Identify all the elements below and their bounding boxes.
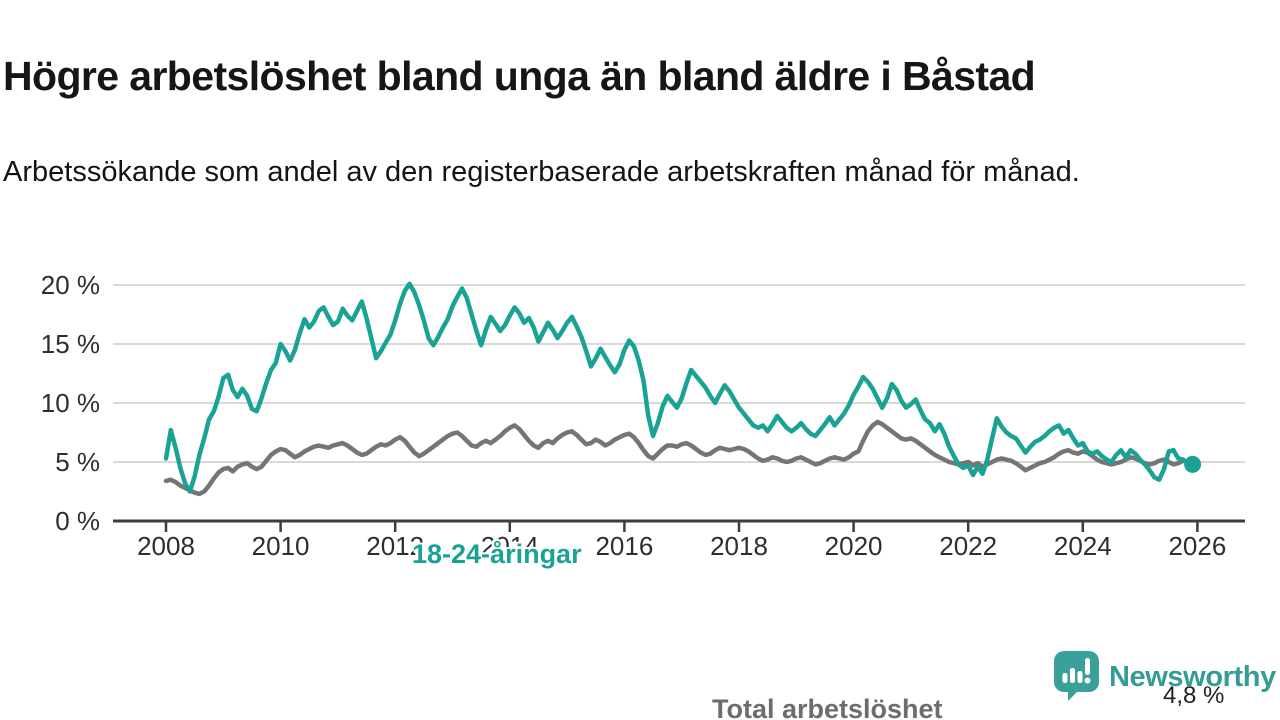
x-axis-tick-label: 2014 <box>481 531 539 561</box>
chart-subtitle: Arbetssökande som andel av den registerb… <box>3 156 1080 188</box>
y-axis-tick-label: 5 % <box>55 447 100 477</box>
y-axis-tick-label: 10 % <box>41 388 100 418</box>
y-axis-tick-label: 15 % <box>41 329 100 359</box>
newsworthy-wordmark: Newsworthy <box>1109 660 1276 693</box>
series-label-young: 18-24-åringar <box>412 539 582 569</box>
chart-plot-area: 0 % 5 % 10 % 15 % 20 % 2008 2010 2012 2014 2016 20… <box>41 270 1245 561</box>
x-axis-tick-label: 2012 <box>366 531 424 561</box>
series-endpoint-dot <box>1184 455 1202 473</box>
x-axis-tick-label: 2018 <box>710 531 768 561</box>
series-line-total <box>163 419 1195 497</box>
x-axis-tick-label: 2026 <box>1168 531 1226 561</box>
x-axis-tick-label: 2010 <box>252 531 310 561</box>
page-title: Högre arbetslöshet bland unga än bland ä… <box>3 53 1036 100</box>
newsworthy-logo: Newsworthy <box>1054 651 1276 701</box>
y-axis-tick-label: 20 % <box>41 270 100 300</box>
x-axis-tick-label: 2008 <box>137 531 195 561</box>
x-axis-tick-label: 2024 <box>1054 531 1112 561</box>
y-axis-tick-label: 0 % <box>55 506 100 536</box>
series-label-total: Total arbetslöshet <box>712 694 943 720</box>
newsworthy-bubble-chart-icon <box>1054 651 1099 701</box>
x-axis-tick-label: 2022 <box>939 531 997 561</box>
x-axis-tick-label: 2016 <box>595 531 653 561</box>
line-chart: 0 % 5 % 10 % 15 % 20 % 2008 2010 2012 2014 2016 20… <box>0 250 1280 720</box>
series-line-young <box>163 281 1195 494</box>
x-axis-tick-label: 2020 <box>825 531 883 561</box>
latest-value-annotation: 4,8 % <box>1163 682 1225 709</box>
